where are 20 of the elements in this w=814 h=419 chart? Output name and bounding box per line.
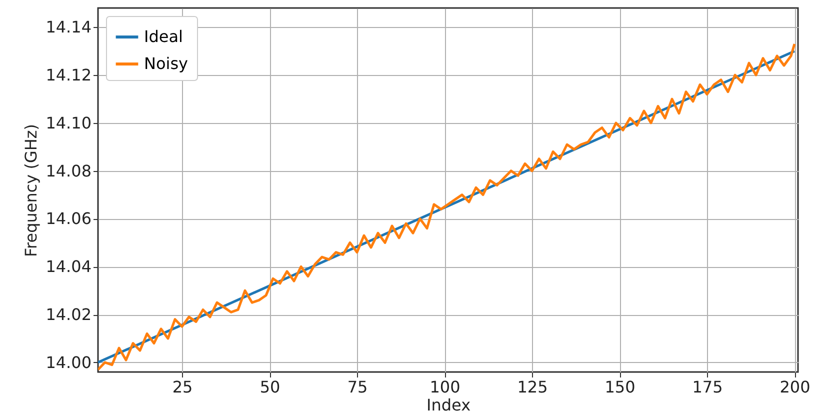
legend-label: Noisy bbox=[144, 54, 188, 73]
y-tick-label: 14.06 bbox=[46, 209, 92, 228]
x-tick-label: 100 bbox=[430, 378, 460, 396]
x-axis-title: Index bbox=[426, 396, 471, 414]
x-tick-label: 50 bbox=[260, 378, 280, 396]
y-tick-label: 14.08 bbox=[46, 161, 92, 180]
x-tick-label: 125 bbox=[517, 378, 548, 396]
x-tick-label: 75 bbox=[347, 378, 368, 396]
x-tick-label: 25 bbox=[172, 378, 193, 396]
legend-label: Ideal bbox=[144, 27, 183, 46]
y-axis-title: Frequency (GHz) bbox=[22, 124, 41, 258]
x-tick-label: 175 bbox=[692, 378, 723, 396]
x-tick-label: 200 bbox=[780, 378, 810, 396]
y-tick-label: 14.00 bbox=[46, 352, 92, 372]
y-tick-label: 14.02 bbox=[46, 305, 92, 324]
y-tick-label: 14.04 bbox=[46, 257, 92, 276]
y-tick-label: 14.10 bbox=[46, 113, 92, 132]
x-tick-label: 150 bbox=[604, 378, 636, 396]
y-tick-label: 14.12 bbox=[46, 66, 92, 85]
y-tick-label: 14.14 bbox=[46, 18, 92, 37]
